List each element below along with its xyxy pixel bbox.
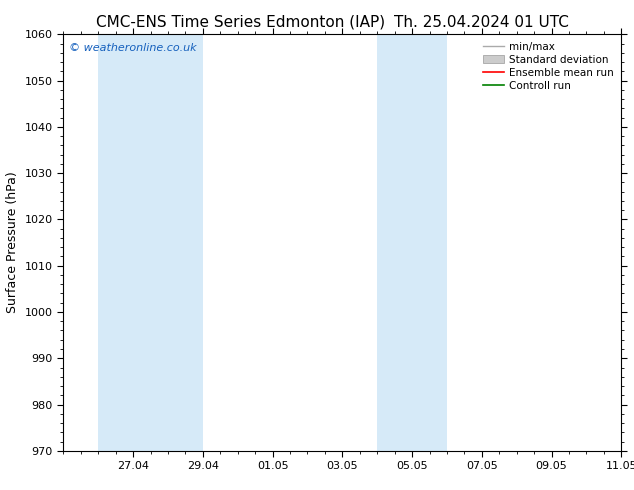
Y-axis label: Surface Pressure (hPa): Surface Pressure (hPa) [6,172,19,314]
Text: Th. 25.04.2024 01 UTC: Th. 25.04.2024 01 UTC [394,15,569,30]
Text: © weatheronline.co.uk: © weatheronline.co.uk [69,43,197,52]
Legend: min/max, Standard deviation, Ensemble mean run, Controll run: min/max, Standard deviation, Ensemble me… [479,37,618,95]
Bar [98,34,203,451]
Text: CMC-ENS Time Series Edmonton (IAP): CMC-ENS Time Series Edmonton (IAP) [96,15,385,30]
Bar [377,34,447,451]
